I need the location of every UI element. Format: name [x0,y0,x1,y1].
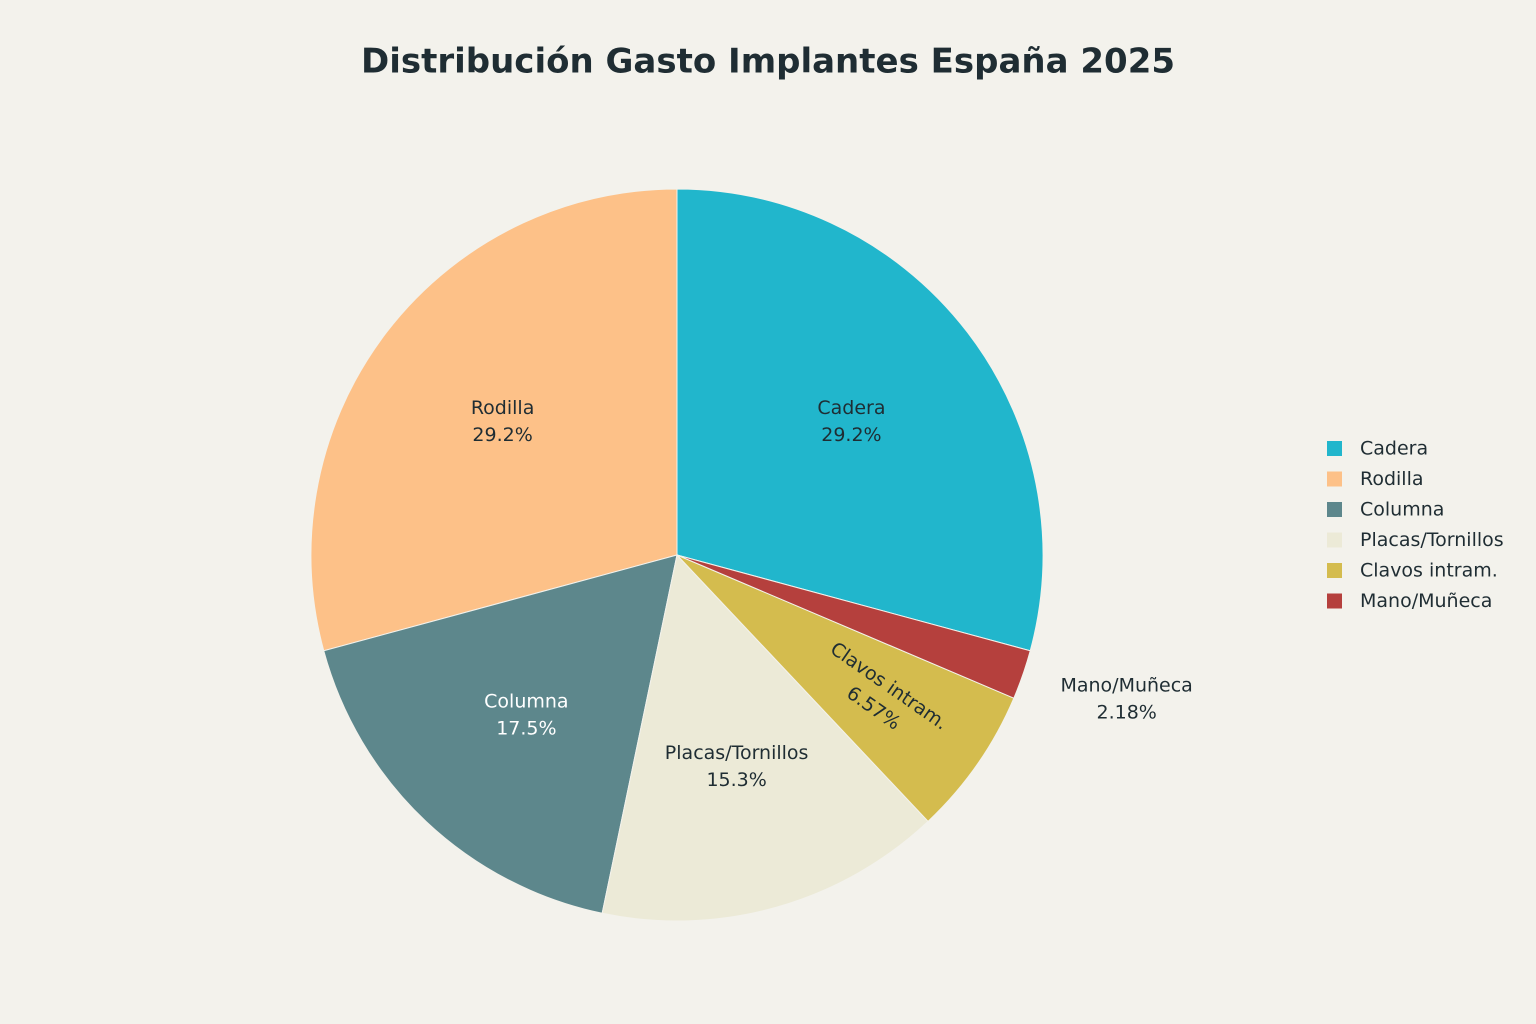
slice-label: Mano/Muñeca 2.18% [1060,675,1192,724]
chart-title: Distribución Gasto Implantes España 2025 [361,42,1175,82]
legend-label: Clavos intram. [1360,560,1498,582]
slice-category: Mano/Muñeca [1060,675,1192,697]
slice-category: Columna [484,690,568,712]
legend-label: Placas/Tornillos [1360,529,1504,551]
slice-label: Placas/Tornillos 15.3% [665,742,809,791]
legend-swatch [1327,563,1342,578]
pie-slice [323,554,678,914]
legend-label: Rodilla [1360,468,1424,490]
pie-slice [601,553,929,922]
legend-swatch [1327,441,1342,456]
legend-swatch [1327,532,1342,548]
legend-label: Columna [1360,499,1444,521]
pie-slice [676,188,1044,652]
slice-value: 29.2% [472,424,532,446]
slice-category: Cadera [817,397,885,419]
legend-swatch [1327,471,1342,487]
slice-category: Placas/Tornillos [665,742,809,764]
pie-slice [676,554,1015,823]
slice-label: Columna 17.5% [484,690,568,739]
slice-category: Rodilla [471,397,535,419]
slice-label: Rodilla 29.2% [471,397,535,446]
slice-value: 29.2% [821,424,881,446]
slice-value: 15.3% [706,769,766,791]
legend-swatch [1327,593,1342,609]
slice-value: 2.18% [1096,702,1156,724]
pie-slice [676,554,1031,699]
legend-label: Cadera [1360,438,1428,460]
slice-value: 17.5% [496,717,556,739]
legend-swatch [1327,502,1342,517]
slice-label: Cadera 29.2% [817,397,885,446]
legend-label: Mano/Muñeca [1360,590,1492,612]
pie-slice [310,188,678,652]
